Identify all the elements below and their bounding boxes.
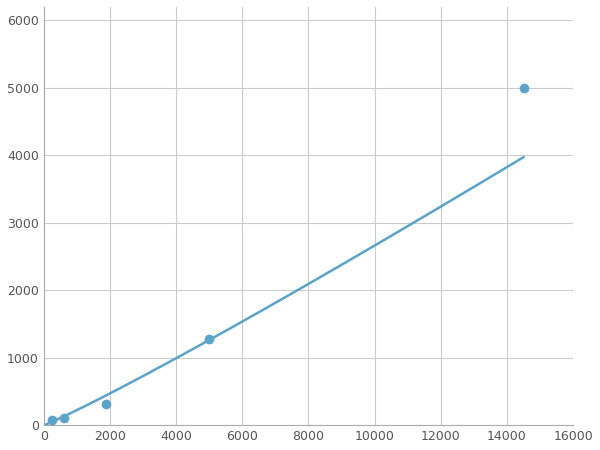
Point [205, 335, 214, 342]
Point [101, 400, 110, 408]
Point [519, 84, 529, 91]
Point [59, 415, 69, 422]
Point [47, 417, 57, 424]
